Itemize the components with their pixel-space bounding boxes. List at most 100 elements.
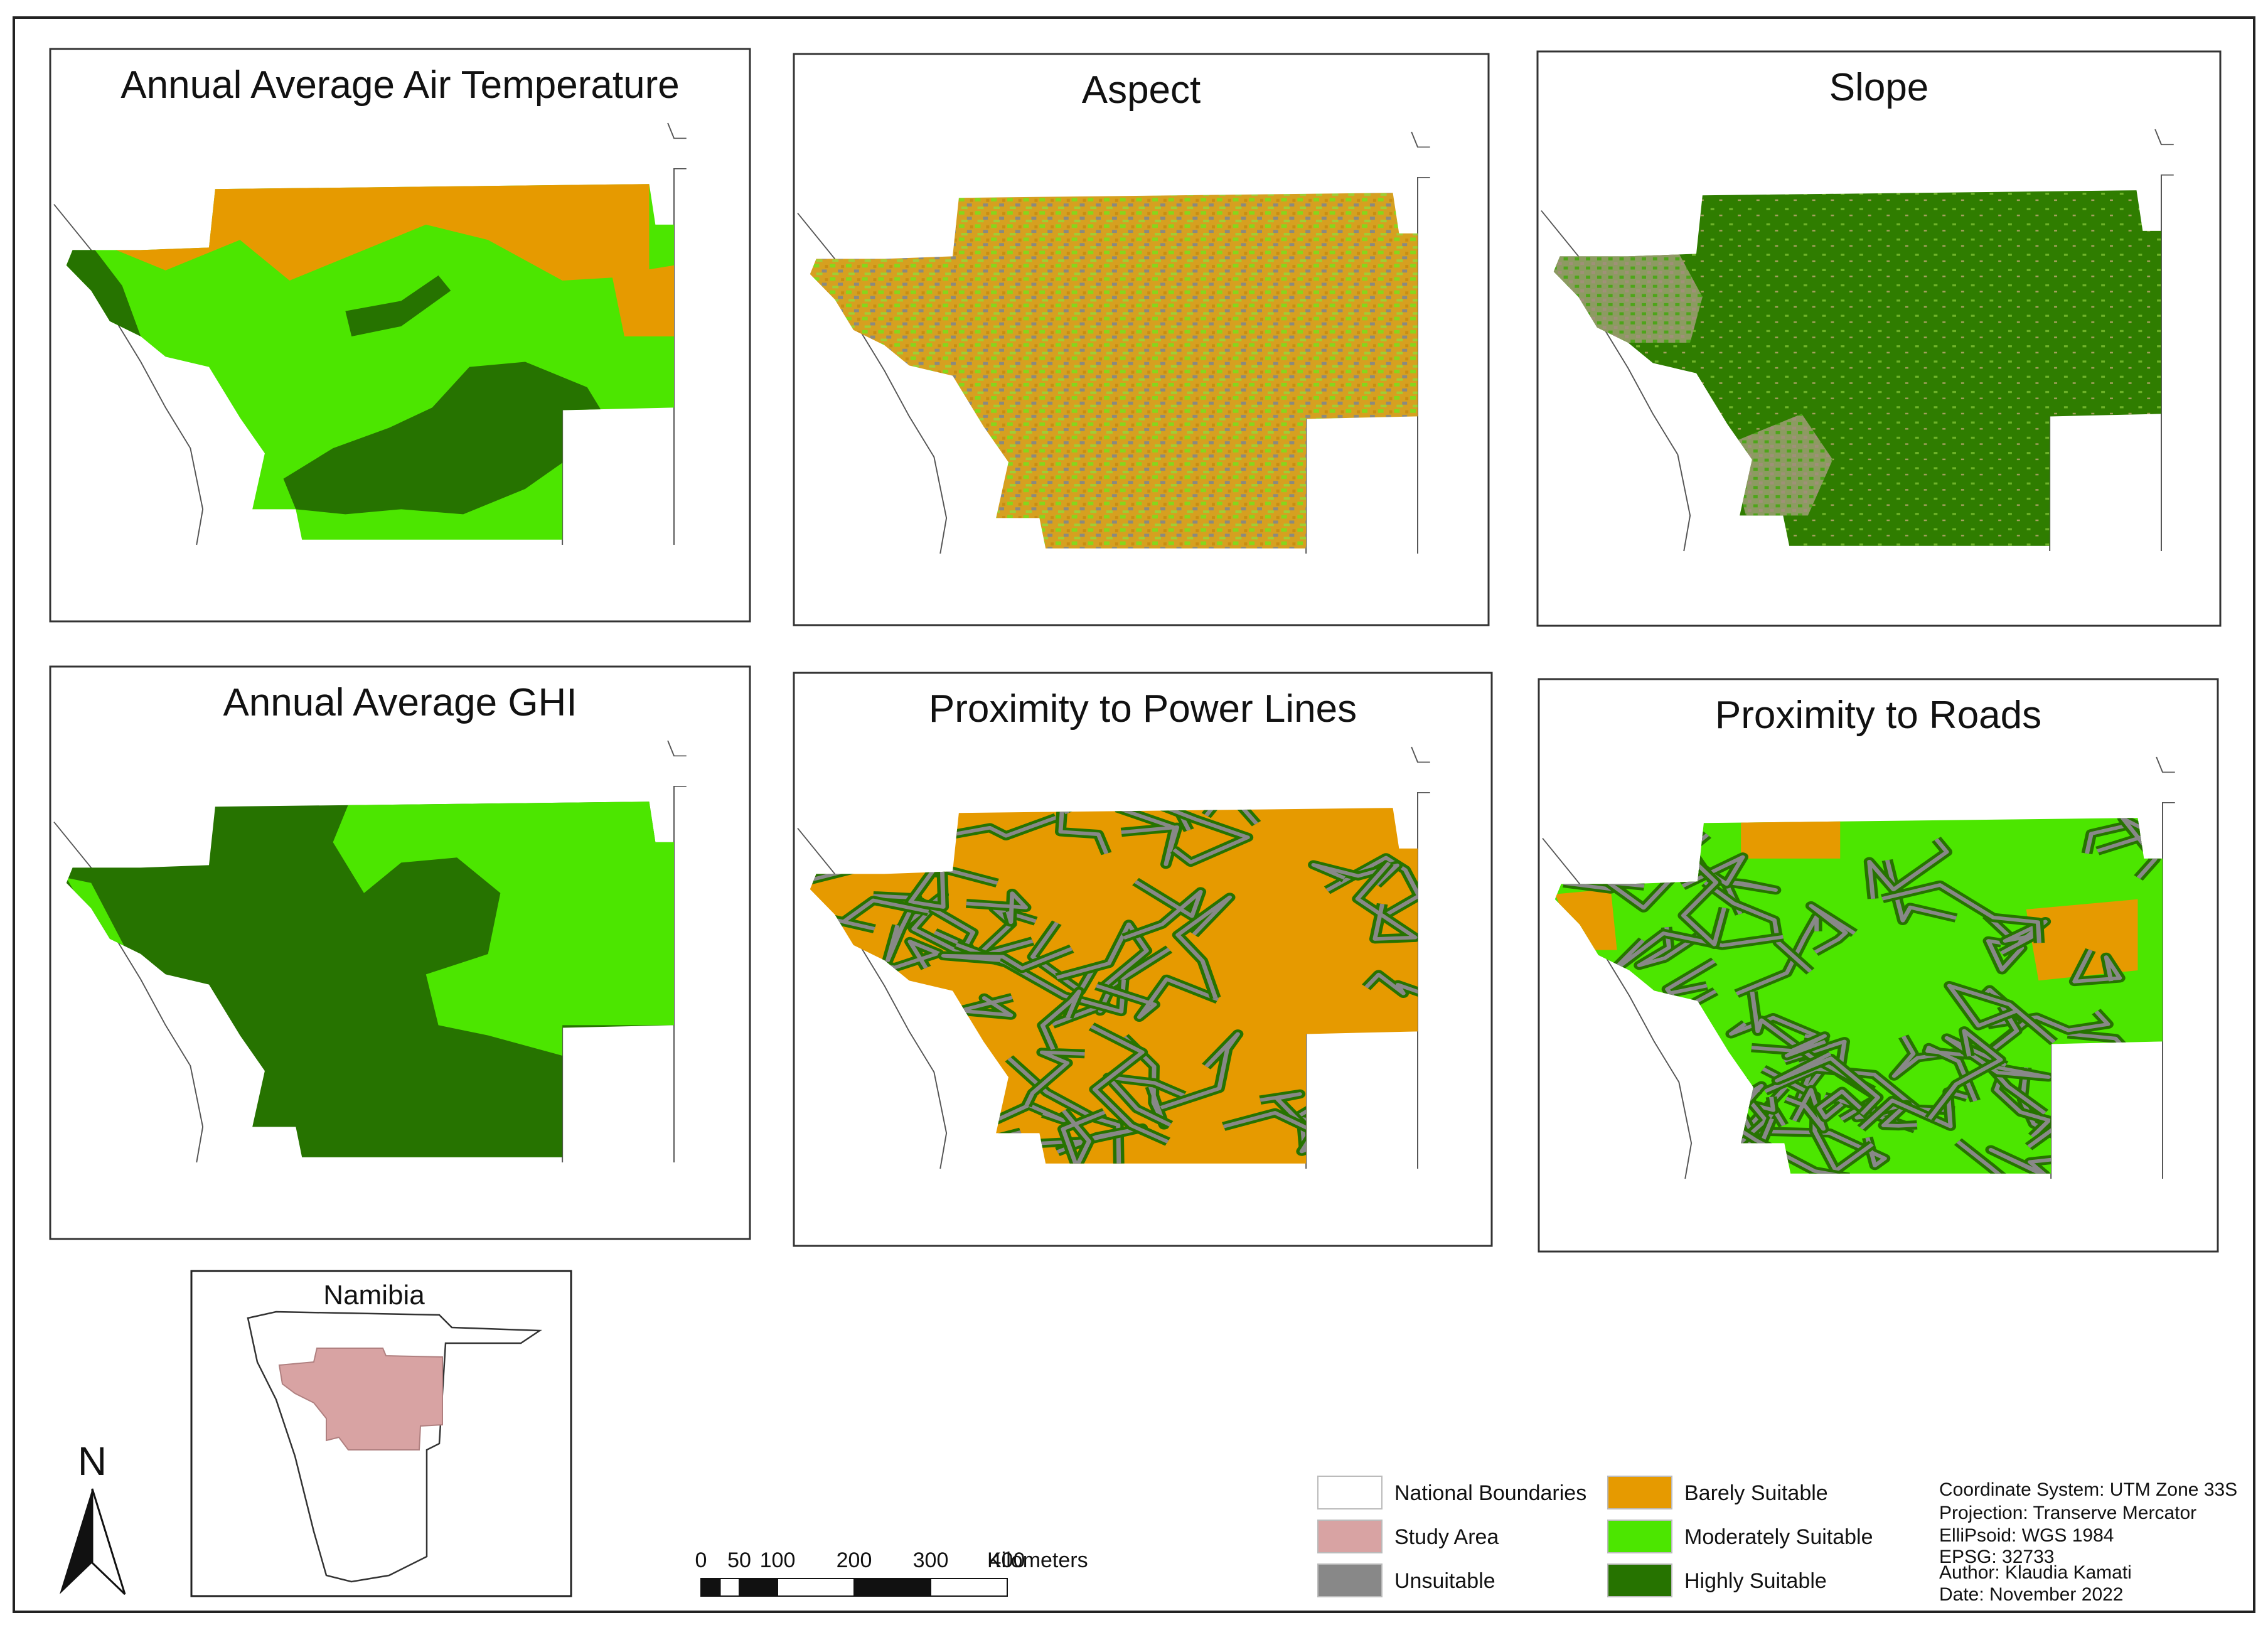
map-panel: Annual Average Air Temperature xyxy=(49,48,751,623)
network-line-core xyxy=(1927,1029,2003,1120)
legend-swatch xyxy=(1607,1476,1672,1509)
legend-swatch xyxy=(1317,1476,1383,1509)
metadata-line: Projection: Transerve Mercator xyxy=(1939,1503,2196,1523)
network-line-core xyxy=(1024,1050,1085,1107)
panel-title: Slope xyxy=(1829,66,1929,109)
national-boundary xyxy=(673,168,687,545)
north-arrow-icon xyxy=(60,1488,126,1595)
legend-swatch xyxy=(1607,1563,1672,1597)
class-barely xyxy=(1554,889,1617,950)
network-line-core xyxy=(1095,977,1219,1019)
scale-tick-label: 400 xyxy=(990,1548,1025,1572)
network-line-core xyxy=(1817,1089,1877,1123)
network-line-core xyxy=(1751,1034,1827,1058)
map-panel: Proximity to Roads xyxy=(1538,678,2219,1253)
metadata-line: ElliPsoid: WGS 1984 xyxy=(1939,1525,2114,1546)
scale-segment xyxy=(853,1578,931,1597)
network-line-core xyxy=(1175,895,1233,999)
network-line-core xyxy=(1056,922,1149,989)
panel-title: Proximity to Roads xyxy=(1715,694,2041,737)
network-line-core xyxy=(1637,926,1708,967)
national-boundary xyxy=(2161,174,2174,551)
network-line-core xyxy=(1881,883,2041,943)
map-panel: Proximity to Power Lines xyxy=(793,672,1493,1247)
legend-label: Study Area xyxy=(1394,1525,1499,1549)
network-line-core xyxy=(1867,838,1949,899)
network-line-core xyxy=(1750,991,1875,1092)
national-boundary xyxy=(673,786,687,1162)
legend-label: Highly Suitable xyxy=(1684,1569,1827,1593)
class-barely xyxy=(115,184,650,281)
network-line-core xyxy=(1364,972,1418,1001)
legend-label: National Boundaries xyxy=(1394,1481,1586,1505)
network-line-core xyxy=(1325,855,1418,920)
legend-label: Barely Suitable xyxy=(1684,1481,1828,1505)
national-boundary xyxy=(1417,177,1430,554)
panel-title: Annual Average Air Temperature xyxy=(120,63,679,107)
national-boundary xyxy=(2156,756,2175,773)
scale-segment xyxy=(777,1578,855,1597)
scale-tick-label: 100 xyxy=(760,1548,796,1572)
inset-title: Namibia xyxy=(323,1280,425,1311)
scale-segments xyxy=(700,1578,1008,1597)
network-line-core xyxy=(1947,984,2056,1044)
inset-map: Namibia xyxy=(190,1270,572,1597)
network-line-core xyxy=(1723,880,1778,915)
legend-swatch xyxy=(1607,1520,1672,1553)
scale-tick-label: 50 xyxy=(727,1548,751,1572)
network-line-core xyxy=(958,995,1014,1017)
scale-ticks: 0 50 100 200 300 400 xyxy=(695,1548,1025,1572)
legend-swatch xyxy=(1317,1563,1383,1597)
national-boundary xyxy=(2154,129,2174,146)
network-line-core xyxy=(1988,1148,2073,1174)
network-line-core xyxy=(1809,904,1856,954)
class-moderately xyxy=(333,802,675,1056)
map-metadata: Coordinate System: UTM Zone 33S Projectio… xyxy=(1939,1479,2237,1605)
network-line-core xyxy=(1703,881,1812,973)
network-line-core xyxy=(1608,931,1784,975)
network-line-core xyxy=(1673,842,1726,946)
scale-segment xyxy=(930,1578,1008,1597)
network-line-core xyxy=(1116,808,1180,866)
panel-title: Annual Average GHI xyxy=(223,681,577,724)
network-line-core xyxy=(1355,861,1418,941)
national-boundary xyxy=(667,740,687,757)
network-line-core xyxy=(1040,989,1082,1050)
network-line-core xyxy=(1762,1067,1874,1172)
metadata-line: Coordinate System: UTM Zone 33S xyxy=(1939,1479,2237,1500)
national-boundary xyxy=(1411,746,1430,763)
national-boundary xyxy=(1411,131,1430,148)
scale-segment xyxy=(719,1578,740,1597)
scale-unit: Kilometers xyxy=(987,1548,1088,1572)
north-arrow: N xyxy=(60,1439,126,1595)
network-line-core xyxy=(873,894,919,963)
legend-label: Moderately Suitable xyxy=(1684,1525,1873,1549)
metadata-line: Author: Klaudia Kamati xyxy=(1939,1562,2132,1583)
national-boundary xyxy=(1417,792,1430,1169)
north-label: N xyxy=(78,1439,107,1484)
panel-title: Aspect xyxy=(1082,68,1201,112)
class-highly xyxy=(345,275,451,337)
network-line-core xyxy=(1956,1140,2123,1174)
network-line-core xyxy=(941,946,1073,970)
map-panels: Annual Average Air Temperature Aspect Slop… xyxy=(49,48,2222,1253)
network-line-core xyxy=(1311,863,1399,886)
network-line-core xyxy=(1160,1032,1240,1110)
network-line-core xyxy=(1775,1052,1880,1115)
panel-title: Proximity to Power Lines xyxy=(929,687,1357,731)
network-line-core xyxy=(1123,880,1203,940)
national-boundary xyxy=(2162,802,2175,1179)
national-boundary xyxy=(667,122,687,139)
map-panel: Aspect xyxy=(793,53,1490,626)
metadata-line: Date: November 2022 xyxy=(1939,1584,2124,1605)
network-line-core xyxy=(1260,1092,1307,1147)
study-area-shape xyxy=(278,1348,443,1450)
legend-swatch xyxy=(1317,1520,1383,1553)
network-line-core xyxy=(1051,947,1170,1026)
network-line-core xyxy=(1735,914,1819,995)
network-line-core xyxy=(830,898,929,931)
metadata-line: EPSG: 32733 xyxy=(1939,1547,2054,1567)
network-line-core xyxy=(966,891,1029,925)
network-line-core xyxy=(2072,949,2122,984)
